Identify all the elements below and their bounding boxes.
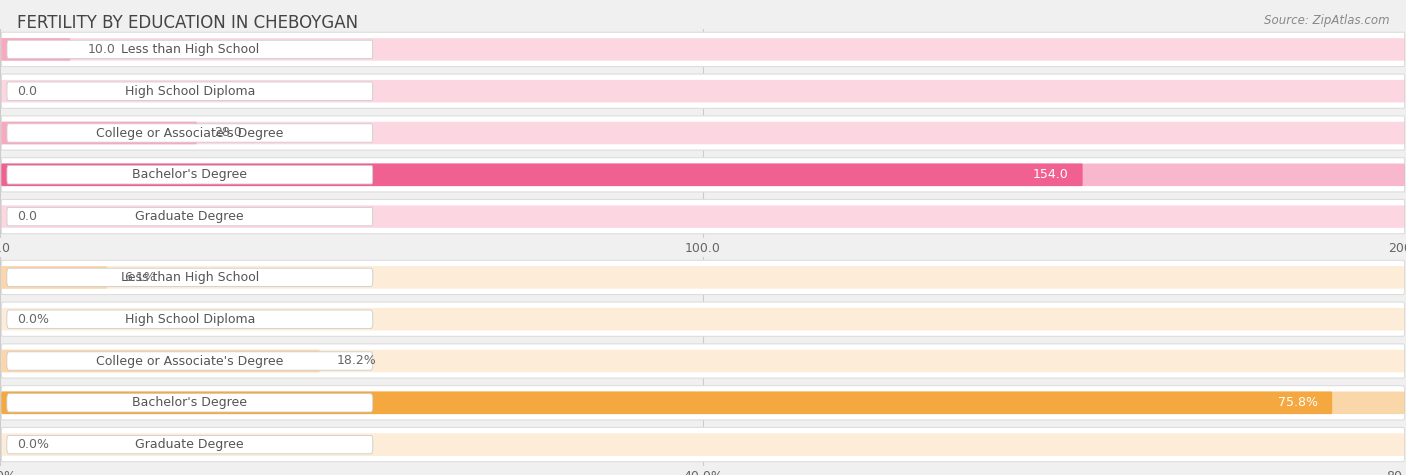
Text: 0.0%: 0.0% [17,438,49,451]
Text: 75.8%: 75.8% [1278,396,1319,409]
Text: FERTILITY BY EDUCATION IN CHEBOYGAN: FERTILITY BY EDUCATION IN CHEBOYGAN [17,14,359,32]
Text: Graduate Degree: Graduate Degree [135,210,245,223]
FancyBboxPatch shape [7,310,373,328]
Text: High School Diploma: High School Diploma [125,85,254,98]
Text: Bachelor's Degree: Bachelor's Degree [132,396,247,409]
FancyBboxPatch shape [7,40,373,58]
FancyBboxPatch shape [7,166,373,184]
FancyBboxPatch shape [1,433,1405,456]
FancyBboxPatch shape [1,122,1405,144]
FancyBboxPatch shape [1,308,1405,331]
Text: College or Associate's Degree: College or Associate's Degree [96,126,284,140]
FancyBboxPatch shape [1,205,1405,228]
Text: 18.2%: 18.2% [337,354,377,368]
FancyBboxPatch shape [1,122,197,144]
FancyBboxPatch shape [1,266,1405,289]
FancyBboxPatch shape [1,38,1405,61]
Text: 154.0: 154.0 [1033,168,1069,181]
FancyBboxPatch shape [1,38,70,61]
Text: 6.1%: 6.1% [124,271,156,284]
Text: Graduate Degree: Graduate Degree [135,438,245,451]
FancyBboxPatch shape [1,74,1405,108]
Text: 28.0: 28.0 [214,126,242,140]
FancyBboxPatch shape [7,82,373,100]
FancyBboxPatch shape [1,391,1405,414]
FancyBboxPatch shape [7,436,373,454]
FancyBboxPatch shape [1,302,1405,336]
Text: 0.0: 0.0 [17,210,37,223]
Text: Less than High School: Less than High School [121,271,259,284]
Text: 10.0: 10.0 [87,43,115,56]
Text: Less than High School: Less than High School [121,43,259,56]
FancyBboxPatch shape [1,260,1405,294]
FancyBboxPatch shape [1,116,1405,150]
FancyBboxPatch shape [1,428,1405,462]
FancyBboxPatch shape [1,80,1405,103]
FancyBboxPatch shape [1,266,107,289]
FancyBboxPatch shape [1,32,1405,66]
FancyBboxPatch shape [1,350,1405,372]
Text: 0.0: 0.0 [17,85,37,98]
Text: High School Diploma: High School Diploma [125,313,254,326]
FancyBboxPatch shape [1,350,319,372]
FancyBboxPatch shape [1,163,1083,186]
FancyBboxPatch shape [7,124,373,142]
FancyBboxPatch shape [7,352,373,370]
FancyBboxPatch shape [7,268,373,286]
FancyBboxPatch shape [1,391,1333,414]
Text: 0.0%: 0.0% [17,313,49,326]
FancyBboxPatch shape [1,344,1405,378]
Text: Bachelor's Degree: Bachelor's Degree [132,168,247,181]
FancyBboxPatch shape [1,200,1405,234]
FancyBboxPatch shape [1,163,1405,186]
Text: Source: ZipAtlas.com: Source: ZipAtlas.com [1264,14,1389,27]
FancyBboxPatch shape [1,158,1405,192]
FancyBboxPatch shape [7,208,373,226]
Text: College or Associate's Degree: College or Associate's Degree [96,354,284,368]
FancyBboxPatch shape [7,394,373,412]
FancyBboxPatch shape [1,386,1405,420]
